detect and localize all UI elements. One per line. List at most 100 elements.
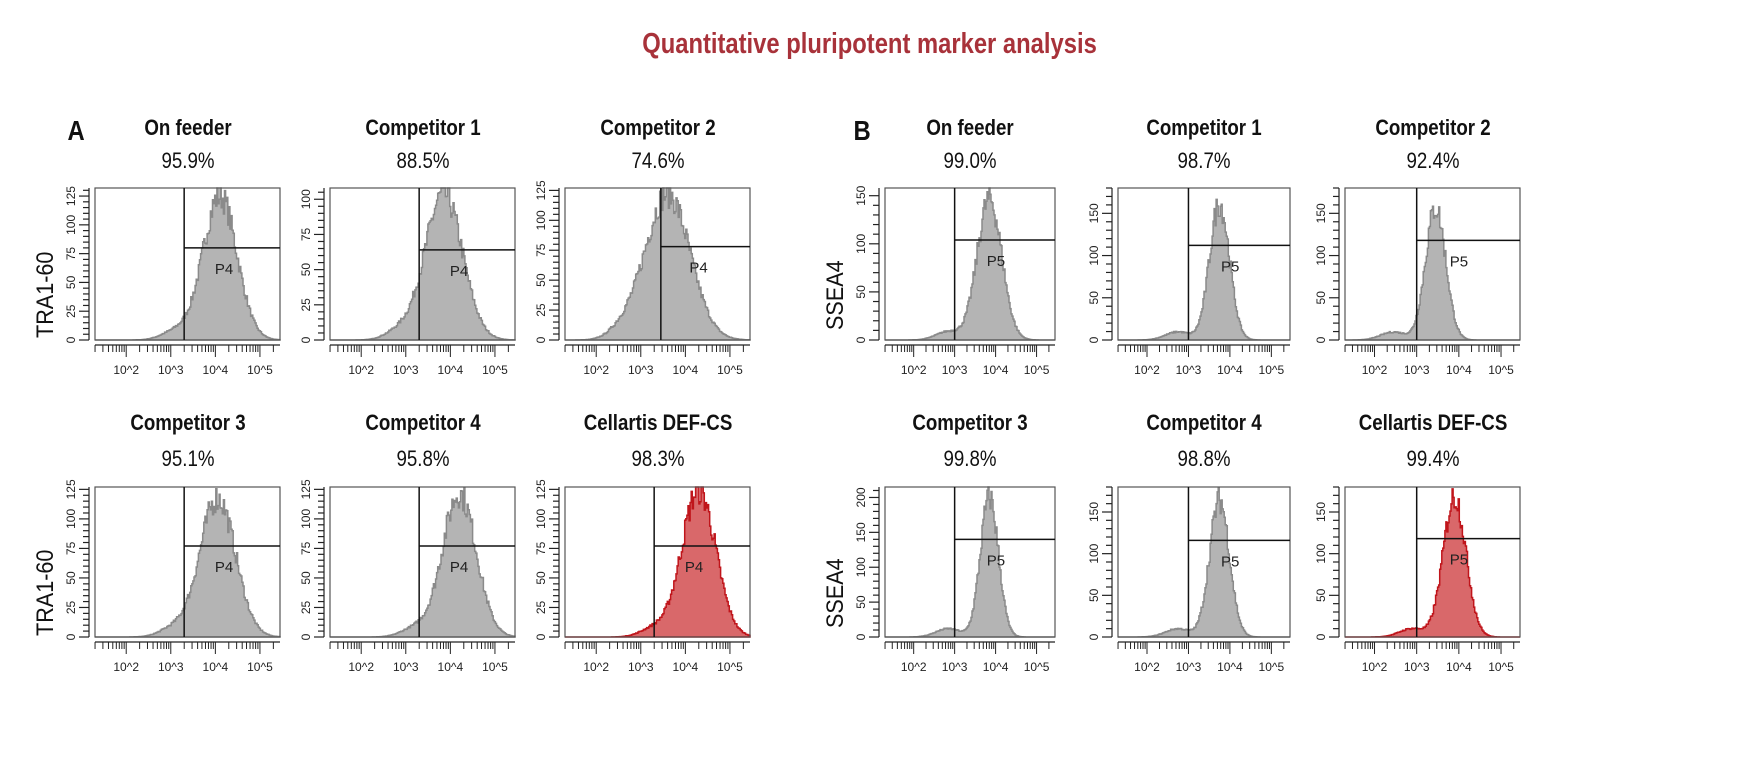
gate-label: P4 bbox=[450, 559, 468, 576]
x-tick-label: 10^3 bbox=[158, 363, 184, 377]
plot-frame bbox=[884, 187, 1056, 341]
histogram-panel: P4 0 25 50 75 100 125 10^2 10^3 10^4 10^5 bbox=[534, 180, 751, 377]
y-axis-label-b-row2: SSEA4 bbox=[822, 558, 849, 628]
x-tick-label: 10^4 bbox=[203, 363, 229, 377]
histogram-area bbox=[1118, 198, 1290, 341]
histogram-panel: P4 0 25 50 75 100 125 10^2 10^3 10^4 10^5 bbox=[534, 479, 751, 674]
x-tick-label: 10^4 bbox=[1446, 363, 1472, 377]
panel-percent: 98.8% bbox=[1177, 446, 1231, 471]
y-tick-label: 50 bbox=[854, 595, 868, 609]
y-tick-label: 100 bbox=[1314, 543, 1328, 563]
y-tick-label: 125 bbox=[534, 479, 548, 499]
histogram-area bbox=[565, 187, 751, 341]
y-tick-label: 0 bbox=[1087, 336, 1101, 343]
y-axis-label-a-row1: TRA1-60 bbox=[32, 251, 59, 338]
gate-label: P5 bbox=[1221, 553, 1239, 570]
y-tick-label: 25 bbox=[299, 600, 313, 614]
histogram-panel: P4 0 25 50 75 100 125 10^2 10^3 10^4 10^5 bbox=[299, 479, 516, 674]
plot-frame bbox=[329, 486, 516, 638]
panel-percent: 74.6% bbox=[630, 148, 685, 173]
x-tick-label: 10^4 bbox=[983, 363, 1009, 377]
panel-percent: 92.4% bbox=[1405, 148, 1460, 173]
plot-frame bbox=[1344, 486, 1521, 638]
y-tick-label: 0 bbox=[534, 336, 548, 343]
gate-label: P5 bbox=[987, 552, 1005, 569]
panel-title: Competitor 1 bbox=[364, 115, 481, 140]
section-label-b: B bbox=[853, 115, 871, 146]
y-axis-label-b-row1: SSEA4 bbox=[822, 260, 849, 330]
histogram-area bbox=[1345, 488, 1520, 638]
y-tick-label: 75 bbox=[64, 247, 78, 261]
x-tick-label: 10^4 bbox=[1217, 363, 1243, 377]
y-tick-label: 100 bbox=[1087, 245, 1101, 265]
y-tick-label: 0 bbox=[854, 633, 868, 640]
gate-label: P5 bbox=[1450, 552, 1468, 569]
panel-percent: 95.1% bbox=[160, 446, 215, 471]
x-tick-label: 10^3 bbox=[942, 363, 968, 377]
x-tick-label: 10^2 bbox=[1134, 660, 1160, 674]
plot-frame bbox=[94, 187, 281, 341]
y-tick-label: 0 bbox=[1314, 336, 1328, 343]
x-tick-label: 10^2 bbox=[348, 660, 374, 674]
x-tick-label: 10^2 bbox=[348, 363, 374, 377]
y-tick-label: 50 bbox=[64, 275, 78, 289]
x-tick-label: 10^2 bbox=[583, 660, 609, 674]
panel-title: Cellartis DEF-CS bbox=[583, 410, 732, 435]
panel-title: On feeder bbox=[143, 115, 232, 140]
histogram-area bbox=[565, 486, 751, 638]
plot-frame bbox=[1117, 187, 1291, 341]
y-tick-label: 100 bbox=[534, 210, 548, 230]
y-tick-label: 100 bbox=[299, 509, 313, 529]
x-tick-label: 10^3 bbox=[393, 660, 419, 674]
y-tick-label: 150 bbox=[854, 185, 868, 205]
gate-label: P4 bbox=[215, 559, 233, 576]
y-tick-label: 100 bbox=[854, 557, 868, 577]
x-tick-label: 10^4 bbox=[438, 660, 464, 674]
y-tick-label: 125 bbox=[64, 479, 78, 499]
y-tick-label: 100 bbox=[1087, 543, 1101, 563]
x-tick-label: 10^5 bbox=[1259, 660, 1285, 674]
x-tick-label: 10^2 bbox=[901, 660, 927, 674]
x-tick-label: 10^2 bbox=[1134, 363, 1160, 377]
histogram-panel: P5 0 50 100 150 10^2 10^3 10^4 10^5 bbox=[1314, 486, 1521, 674]
x-tick-label: 10^2 bbox=[1362, 363, 1388, 377]
y-tick-label: 150 bbox=[1314, 502, 1328, 522]
x-tick-label: 10^3 bbox=[1176, 660, 1202, 674]
y-tick-label: 75 bbox=[64, 541, 78, 555]
x-tick-label: 10^5 bbox=[247, 363, 273, 377]
y-tick-label: 50 bbox=[534, 571, 548, 585]
panel-title: Competitor 4 bbox=[364, 410, 481, 435]
y-tick-label: 0 bbox=[64, 633, 78, 640]
y-tick-label: 0 bbox=[299, 336, 313, 343]
panel-percent: 99.0% bbox=[943, 148, 997, 173]
x-tick-label: 10^3 bbox=[1404, 363, 1430, 377]
panel-title: Competitor 2 bbox=[599, 115, 716, 140]
x-tick-label: 10^5 bbox=[482, 660, 508, 674]
x-tick-label: 10^3 bbox=[942, 660, 968, 674]
histogram-panel: P4 0 25 50 75 100 125 10^2 10^3 10^4 10^5 bbox=[64, 186, 281, 377]
y-tick-label: 50 bbox=[64, 571, 78, 585]
y-tick-label: 0 bbox=[1314, 633, 1328, 640]
y-tick-label: 50 bbox=[1314, 588, 1328, 602]
histogram-area bbox=[95, 488, 281, 638]
y-tick-label: 100 bbox=[299, 189, 313, 209]
y-tick-label: 0 bbox=[64, 336, 78, 343]
x-tick-label: 10^2 bbox=[1362, 660, 1388, 674]
x-tick-label: 10^3 bbox=[628, 363, 654, 377]
plot-frame bbox=[94, 486, 281, 638]
y-tick-label: 125 bbox=[534, 180, 548, 200]
x-tick-label: 10^2 bbox=[901, 363, 927, 377]
y-tick-label: 125 bbox=[64, 186, 78, 206]
plot-frame bbox=[884, 486, 1056, 638]
gate-label: P5 bbox=[1221, 258, 1239, 275]
panel-percent: 98.7% bbox=[1177, 148, 1231, 173]
histogram-area bbox=[885, 187, 1055, 341]
histogram-area bbox=[885, 486, 1055, 638]
gate-label: P4 bbox=[215, 261, 233, 278]
y-tick-label: 150 bbox=[1087, 502, 1101, 522]
panel-percent: 88.5% bbox=[395, 148, 450, 173]
panel-title: Competitor 1 bbox=[1146, 115, 1262, 140]
x-tick-label: 10^3 bbox=[1404, 660, 1430, 674]
y-tick-label: 100 bbox=[64, 215, 78, 235]
